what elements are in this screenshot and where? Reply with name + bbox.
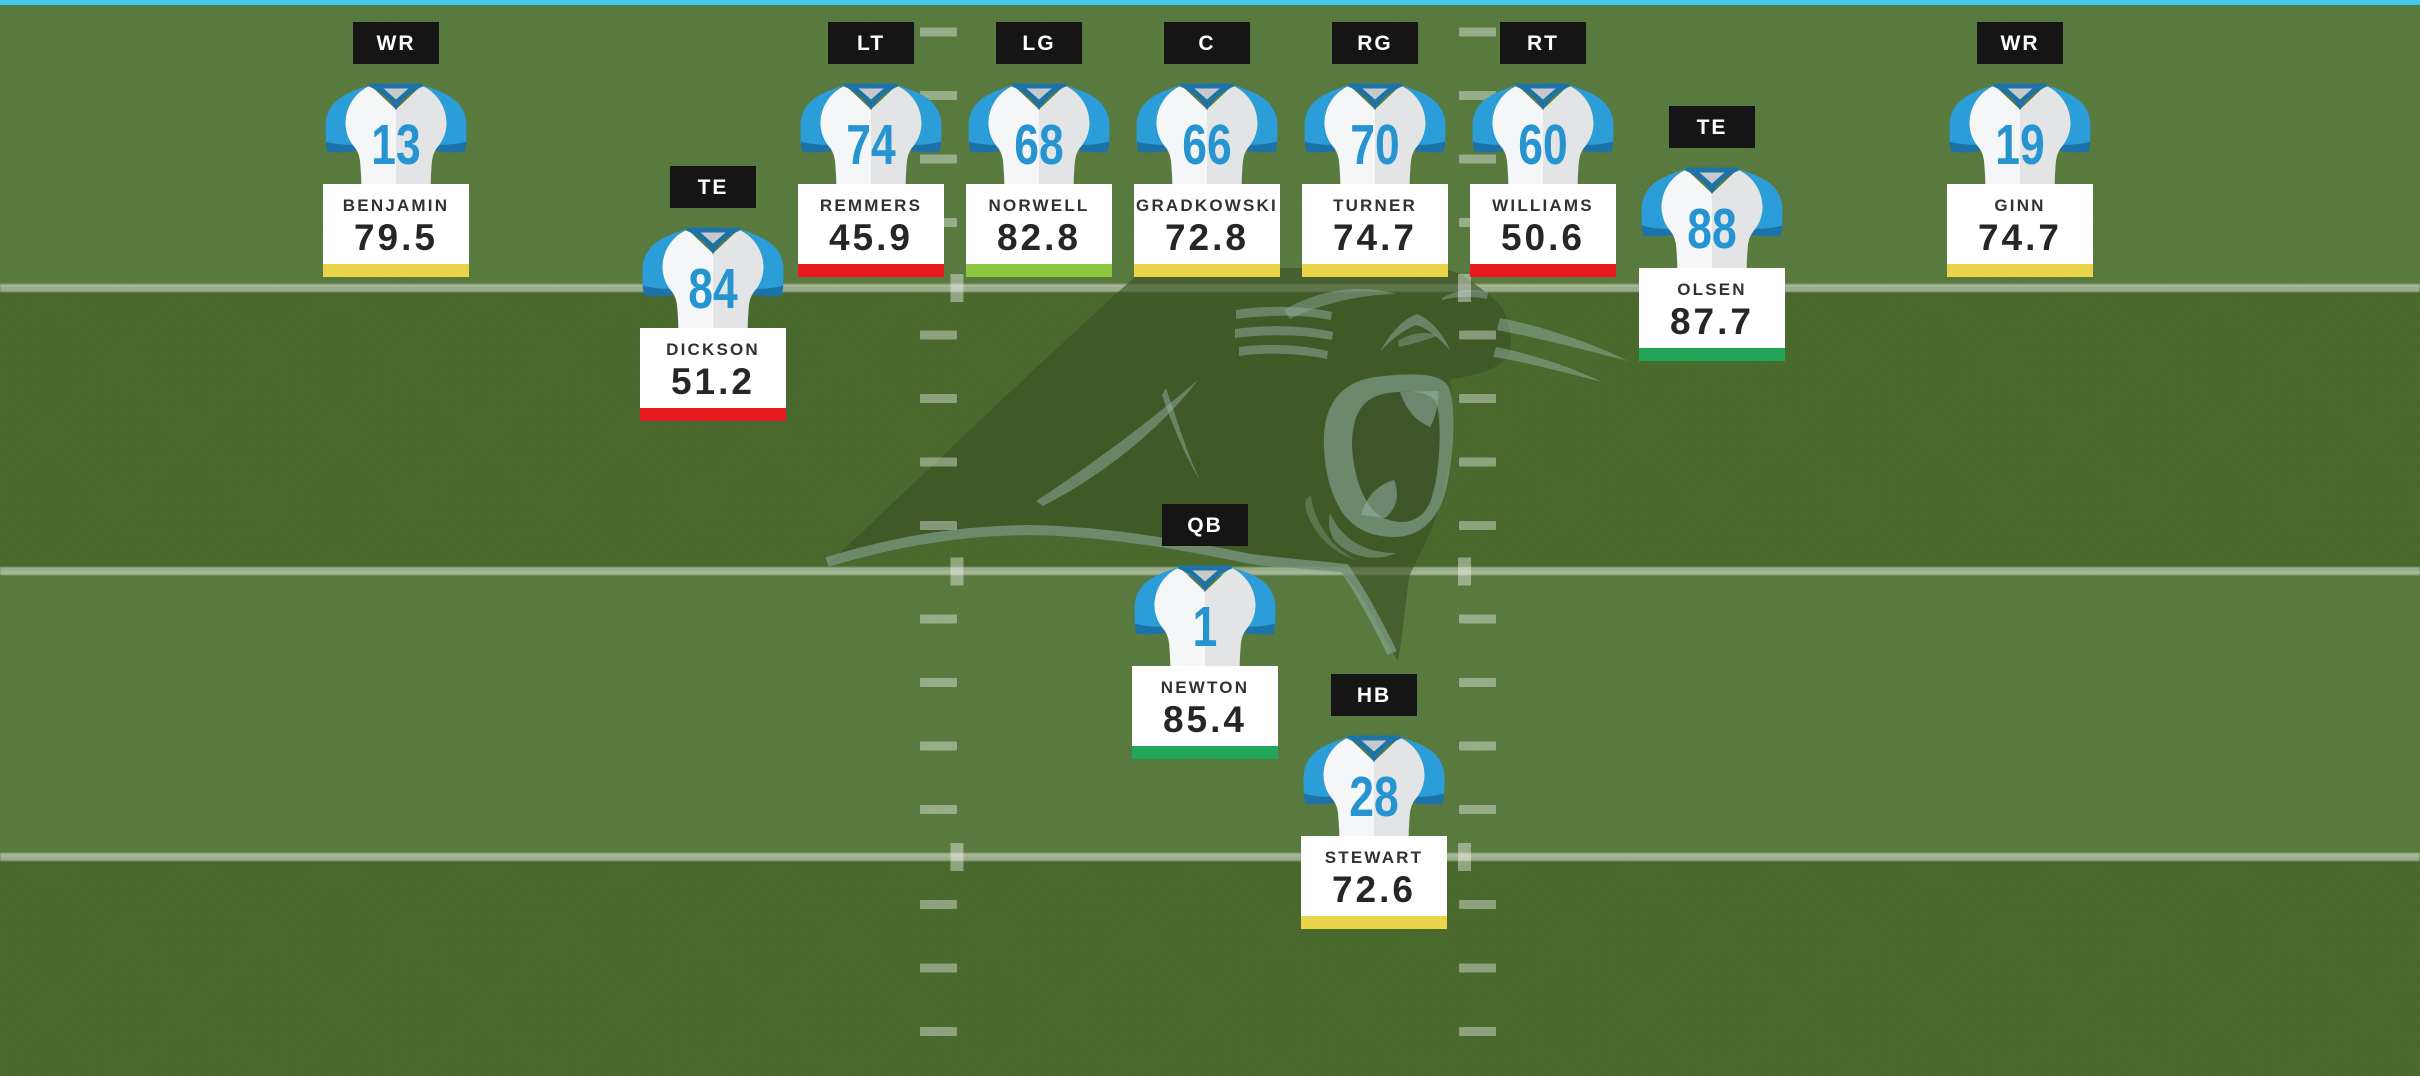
svg-text:19: 19 bbox=[1995, 113, 2044, 177]
svg-text:70: 70 bbox=[1350, 113, 1399, 177]
svg-text:68: 68 bbox=[1014, 113, 1063, 177]
svg-text:66: 66 bbox=[1182, 113, 1231, 177]
svg-text:28: 28 bbox=[1349, 765, 1398, 829]
svg-text:13: 13 bbox=[371, 113, 420, 177]
svg-text:84: 84 bbox=[688, 257, 738, 321]
svg-text:88: 88 bbox=[1687, 197, 1736, 261]
svg-text:60: 60 bbox=[1518, 113, 1567, 177]
svg-text:1: 1 bbox=[1193, 595, 1218, 659]
svg-text:74: 74 bbox=[846, 113, 896, 177]
